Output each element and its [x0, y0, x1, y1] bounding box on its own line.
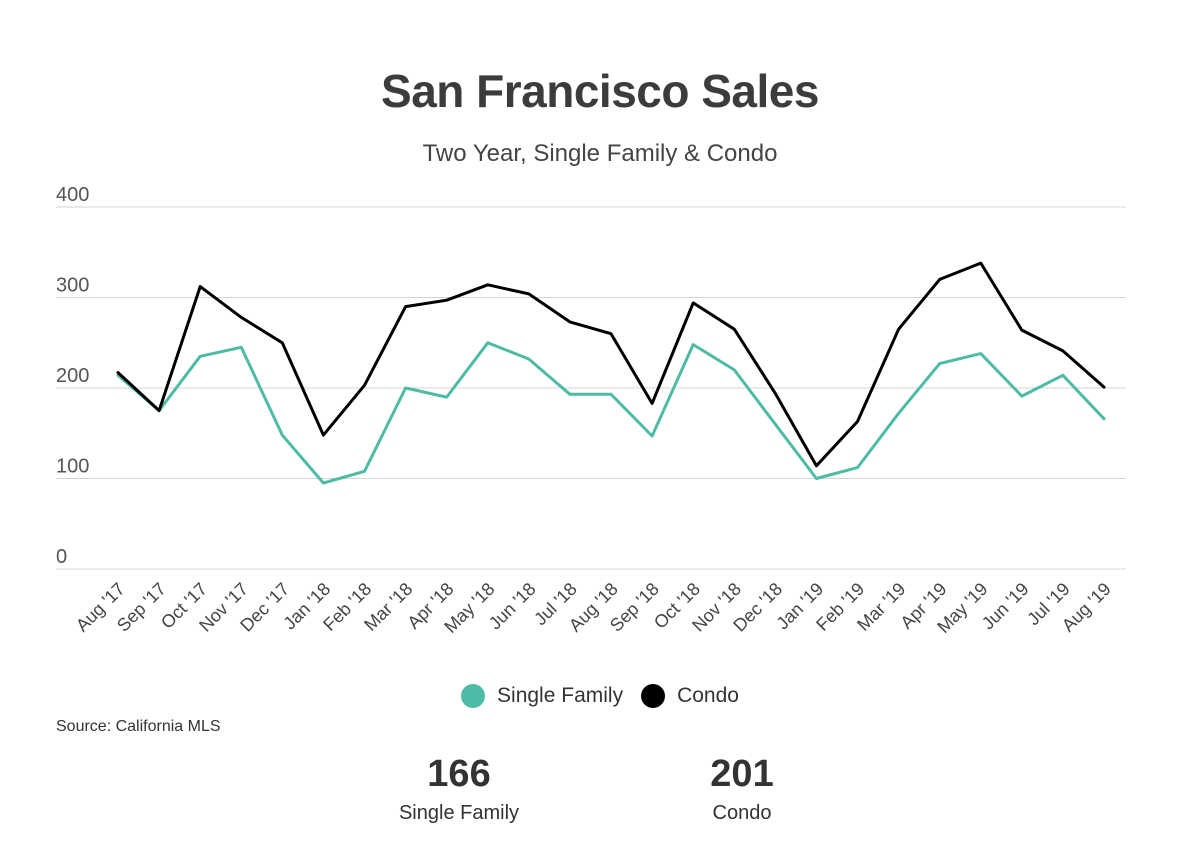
stat-label-single-family: Single Family: [398, 802, 520, 824]
stat-value-condo: 201: [710, 753, 774, 795]
stat-condo: 201 Condo: [642, 752, 842, 825]
stat-value-single-family: 166: [427, 753, 491, 795]
series-lines: [116, 261, 1106, 485]
y-tick-label: 0: [56, 546, 67, 568]
legend-swatch-single-family: [461, 684, 486, 708]
series-line-single-family: [116, 341, 1106, 485]
x-tick-label: Jun '18: [485, 579, 540, 634]
stat-single-family: 166 Single Family: [359, 752, 559, 825]
legend-label-single-family: Single Family: [497, 684, 624, 707]
source-note: Source: California MLS: [56, 718, 221, 735]
legend: Single Family Condo: [0, 684, 1200, 708]
chart-subtitle: Two Year, Single Family & Condo: [422, 140, 778, 167]
y-axis-ticks: 0 100 200 300 400: [56, 184, 89, 568]
stat-label-condo: Condo: [712, 802, 772, 824]
y-tick-label: 300: [56, 275, 89, 297]
legend-item-single-family[interactable]: Single Family: [461, 684, 623, 708]
legend-item-condo[interactable]: Condo: [641, 684, 739, 708]
y-tick-label: 200: [56, 365, 89, 387]
y-tick-label: 100: [56, 456, 89, 478]
y-tick-label: 400: [56, 184, 89, 206]
x-tick-label: Jun '19: [978, 579, 1033, 634]
legend-swatch-condo: [641, 684, 666, 708]
legend-label-condo: Condo: [677, 684, 739, 707]
series-line-condo: [116, 261, 1106, 468]
chart-title: San Francisco Sales: [381, 65, 819, 117]
grid-lines: [56, 206, 1126, 570]
